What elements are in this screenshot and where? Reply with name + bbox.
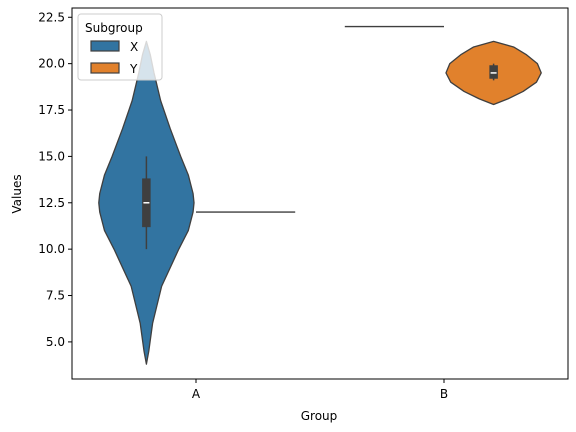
legend-swatch-y bbox=[90, 62, 120, 74]
y-tick-label: 12.5 bbox=[38, 196, 65, 210]
y-tick-label: 15.0 bbox=[38, 149, 65, 163]
legend-label-y: Y bbox=[129, 62, 138, 76]
iqr-box bbox=[489, 65, 498, 79]
x-axis-label: Group bbox=[301, 409, 338, 423]
legend-swatch-x bbox=[90, 40, 120, 52]
y-tick-label: 5.0 bbox=[46, 335, 65, 349]
x-tick-label: A bbox=[192, 387, 201, 401]
violin-layer bbox=[98, 25, 542, 365]
plot-frame bbox=[71, 7, 569, 380]
legend: Subgroup X Y bbox=[77, 13, 163, 81]
y-axis-label: Values bbox=[10, 174, 24, 213]
y-axis: 5.0 7.5 10.0 12.5 15.0 17.5 20.0 22.5 bbox=[38, 10, 72, 349]
y-tick-label: 10.0 bbox=[38, 242, 65, 256]
y-tick-label: 17.5 bbox=[38, 103, 65, 117]
y-tick-label: 22.5 bbox=[38, 10, 65, 24]
legend-title: Subgroup bbox=[85, 21, 143, 35]
legend-label-x: X bbox=[130, 40, 138, 54]
y-tick-label: 7.5 bbox=[46, 289, 65, 303]
y-tick-label: 20.0 bbox=[38, 57, 65, 71]
x-tick-label: B bbox=[440, 387, 448, 401]
